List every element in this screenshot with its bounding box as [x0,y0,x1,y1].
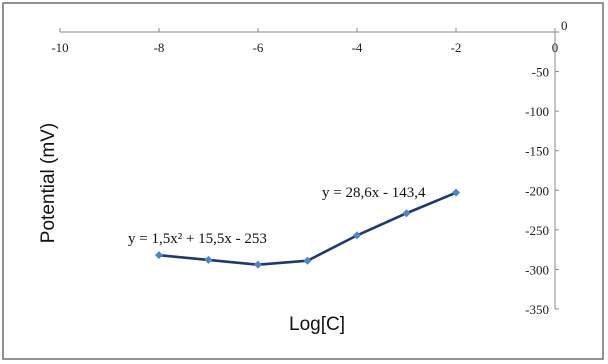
y-tick-label: -50 [532,65,549,80]
x-tick-label: 0 [552,40,559,55]
data-point [254,260,262,269]
y-axis-title: Potential (mV) [38,123,59,243]
chart-border [2,2,604,360]
x-axis-title: Log[C] [289,314,345,335]
data-point [353,231,361,240]
x-tick-label: -6 [253,40,264,55]
y-tick-label: -200 [525,183,549,198]
x-tick-label: -10 [51,40,68,55]
y-tick-labels: 0-50-100-150-200-250-300-350 [525,18,567,317]
data-point [155,251,163,260]
y-tick-label: -250 [525,223,549,238]
data-point [204,255,213,264]
data-point [303,256,312,265]
x-tick-label: -8 [154,40,165,55]
y-tick-label: -350 [525,302,549,317]
y-tick-label: 0 [561,18,568,33]
annotation-linear-fit: y = 28,6x - 143,4 [322,185,426,201]
x-tick-label: -4 [352,40,363,55]
y-tick-label: -300 [525,262,549,277]
data-point [402,209,411,218]
series-group [155,188,460,269]
axes [59,28,559,310]
y-tick-label: -100 [525,104,549,119]
x-tick-label: -2 [451,40,462,55]
y-tick-label: -150 [525,144,549,159]
x-tick-labels: -10 -8 -6 -4 -2 0 [51,40,558,55]
data-point [452,188,460,197]
annotation-quadratic-fit: y = 1,5x² + 15,5x - 253 [128,231,267,247]
